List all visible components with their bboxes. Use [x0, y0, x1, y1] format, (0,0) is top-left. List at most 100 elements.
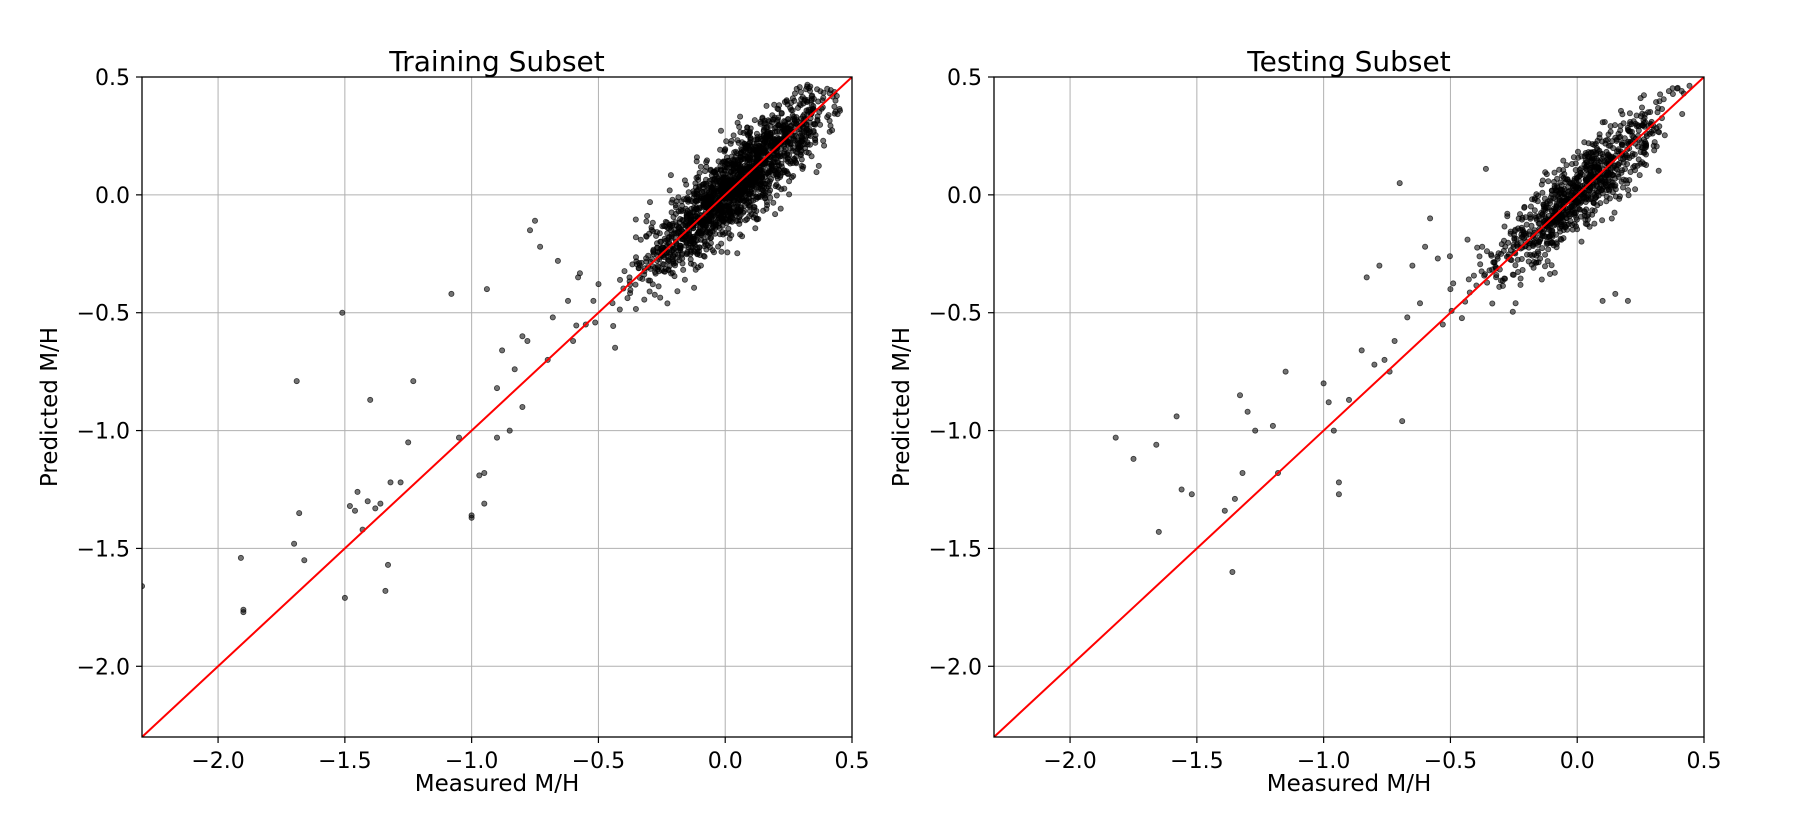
- data-point: [1569, 221, 1576, 228]
- data-point: [712, 230, 719, 237]
- data-point: [1330, 427, 1337, 434]
- data-point: [476, 472, 483, 479]
- data-point: [1563, 195, 1570, 202]
- data-point: [1560, 157, 1567, 164]
- data-point: [791, 117, 798, 124]
- x-axis-label: Measured M/H: [1267, 771, 1432, 797]
- data-point: [799, 165, 806, 172]
- data-point: [787, 140, 794, 147]
- data-point: [668, 209, 675, 216]
- data-point: [1478, 268, 1485, 275]
- data-point: [685, 189, 692, 196]
- y-tick-label: 0.5: [95, 66, 130, 91]
- data-point: [793, 153, 800, 160]
- x-tick-label: −1.0: [445, 749, 498, 774]
- data-point: [803, 86, 810, 93]
- data-point: [1570, 154, 1577, 161]
- x-axis-label: Measured M/H: [415, 771, 580, 797]
- data-point: [1531, 207, 1538, 214]
- data-point: [1493, 271, 1500, 278]
- data-point: [1559, 172, 1566, 179]
- data-point: [701, 188, 708, 195]
- data-point: [1577, 182, 1584, 189]
- data-point: [704, 233, 711, 240]
- data-point: [627, 290, 634, 297]
- data-point: [675, 194, 682, 201]
- data-point: [1669, 90, 1676, 97]
- data-point: [734, 217, 741, 224]
- data-point: [1578, 153, 1585, 160]
- data-point: [776, 153, 783, 160]
- data-point: [769, 112, 776, 119]
- data-point: [683, 239, 690, 246]
- data-point: [766, 178, 773, 185]
- data-point: [776, 122, 783, 129]
- data-point: [1371, 361, 1378, 368]
- x-tick-label: −1.5: [318, 749, 371, 774]
- data-point: [674, 229, 681, 236]
- data-point: [526, 227, 533, 234]
- data-point: [1416, 300, 1423, 307]
- data-point: [813, 169, 820, 176]
- data-point: [1624, 297, 1631, 304]
- data-point: [1588, 158, 1595, 165]
- data-point: [785, 116, 792, 123]
- data-point: [757, 118, 764, 125]
- data-point: [1325, 399, 1332, 406]
- data-point: [775, 114, 782, 121]
- data-point: [1546, 233, 1553, 240]
- data-point: [481, 469, 488, 476]
- data-point: [1409, 262, 1416, 269]
- data-point: [1594, 146, 1601, 153]
- data-point: [1581, 212, 1588, 219]
- data-point: [771, 101, 778, 108]
- data-point: [707, 167, 714, 174]
- data-point: [1587, 184, 1594, 191]
- data-point: [1504, 213, 1511, 220]
- data-point: [1527, 251, 1534, 258]
- data-point: [1542, 251, 1549, 258]
- data-point: [537, 243, 544, 250]
- data-point: [798, 142, 805, 149]
- y-tick-label: −1.5: [77, 537, 130, 562]
- data-point: [1551, 169, 1558, 176]
- data-point: [770, 199, 777, 206]
- data-point: [519, 333, 526, 340]
- data-point: [710, 224, 717, 231]
- x-tick-label: −0.5: [1424, 749, 1477, 774]
- data-point: [749, 150, 756, 157]
- data-point: [820, 89, 827, 96]
- data-point: [817, 121, 824, 128]
- data-point: [1596, 131, 1603, 138]
- data-point: [1627, 169, 1634, 176]
- data-point: [646, 288, 653, 295]
- data-point: [610, 322, 617, 329]
- data-point: [1650, 127, 1657, 134]
- data-point: [728, 214, 735, 221]
- data-point: [759, 170, 766, 177]
- data-point: [1624, 180, 1631, 187]
- data-point: [681, 177, 688, 184]
- data-point: [772, 211, 779, 218]
- data-point: [240, 609, 247, 616]
- data-point: [1537, 236, 1544, 243]
- data-point: [715, 217, 722, 224]
- data-point: [720, 174, 727, 181]
- data-point: [1585, 171, 1592, 178]
- data-point: [384, 561, 391, 568]
- data-point: [397, 479, 404, 486]
- data-point: [707, 240, 714, 247]
- data-point: [688, 260, 695, 267]
- data-point: [346, 502, 353, 509]
- data-point: [760, 187, 767, 194]
- data-point: [832, 108, 839, 115]
- data-point: [1599, 297, 1606, 304]
- data-point: [721, 184, 728, 191]
- data-point: [519, 403, 526, 410]
- data-point: [1625, 187, 1632, 194]
- data-point: [1605, 131, 1612, 138]
- data-point: [677, 244, 684, 251]
- data-point: [1589, 211, 1596, 218]
- data-point: [1434, 255, 1441, 262]
- data-point: [483, 286, 490, 293]
